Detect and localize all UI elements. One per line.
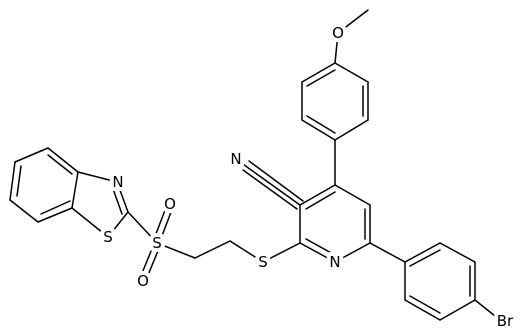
atom-label: S — [152, 234, 162, 252]
atom-label: Br — [497, 312, 514, 330]
atom-label: N — [230, 150, 241, 168]
atom-label: O — [137, 272, 149, 290]
atom-label: S — [103, 228, 113, 246]
bonds — [9, 9, 501, 321]
atom-labels: O N N S S O O S N Br — [99, 20, 518, 330]
atom-label: N — [112, 173, 123, 191]
atom-label: O — [332, 24, 344, 42]
atom-label: O — [164, 195, 176, 213]
atom-label: S — [258, 253, 268, 271]
atom-label: N — [329, 253, 340, 271]
